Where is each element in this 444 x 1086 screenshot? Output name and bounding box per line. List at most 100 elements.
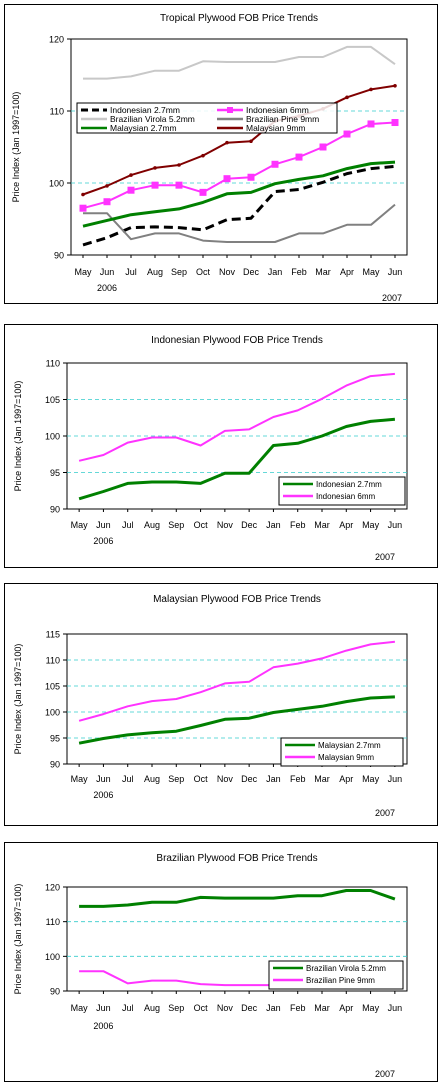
x-tick-label: Dec (243, 267, 260, 277)
x-tick-label: Jan (266, 520, 281, 530)
y-tick-label: 120 (45, 883, 60, 893)
x-tick-label: May (71, 774, 89, 784)
x-tick-label: Sep (168, 774, 184, 784)
year-label-start: 2006 (93, 790, 113, 800)
y-tick-label: 90 (50, 987, 60, 997)
y-tick-label: 110 (46, 917, 60, 927)
x-tick-label: Oct (194, 520, 209, 530)
legend-label: Brazilian Virola 5.2mm (306, 964, 386, 973)
x-tick-label: Dec (241, 520, 258, 530)
series-line-1 (82, 121, 396, 210)
year-label-start: 2006 (93, 536, 113, 546)
x-tick-label: Jun (388, 1003, 403, 1013)
data-point (105, 184, 109, 188)
x-tick-label: May (71, 1003, 89, 1013)
x-tick-label: Sep (168, 1003, 184, 1013)
x-tick-label: Nov (219, 267, 236, 277)
y-axis-label: Price Index (Jan 1997=100) (11, 92, 21, 203)
x-tick-label: May (362, 267, 380, 277)
x-tick-label: Jun (96, 520, 111, 530)
x-tick-label: Dec (241, 1003, 258, 1013)
y-tick-label: 90 (54, 251, 64, 261)
chart-title: Tropical Plywood FOB Price Trends (160, 13, 318, 24)
data-point (175, 181, 183, 189)
legend-label: Brazilian Virola 5.2mm (110, 114, 195, 124)
series-line-1 (78, 640, 396, 722)
x-tick-label: Jun (388, 267, 403, 277)
x-tick-label: Nov (217, 520, 234, 530)
x-tick-label: Jan (266, 1003, 281, 1013)
y-tick-label: 105 (45, 682, 60, 692)
brazilian-chart: Brazilian Plywood FOB Price Trends 90 100 1… (13, 853, 408, 1079)
chart-title: Malaysian Plywood FOB Price Trends (153, 594, 321, 605)
x-tick-label: Jul (122, 520, 134, 530)
y-tick-label: 100 (45, 952, 60, 962)
x-tick-label: Feb (290, 774, 306, 784)
legend-label: Indonesian 6mm (316, 492, 375, 501)
legend-label: Malaysian 9mm (246, 123, 306, 133)
y-tick-label: 100 (45, 432, 60, 442)
year-label-start: 2006 (97, 283, 117, 293)
x-tick-label: Aug (144, 1003, 160, 1013)
x-tick-label: May (74, 267, 92, 277)
legend-marker (227, 107, 233, 113)
series-line-4 (82, 160, 396, 228)
x-tick-label: Feb (290, 1003, 306, 1013)
data-point (391, 119, 399, 127)
legend-box (278, 476, 406, 506)
chart-legend: Brazilian Virola 5.2mm Brazilian Pine 9mm (268, 960, 404, 990)
x-tick-label: Jun (96, 774, 111, 784)
legend-label: Indonesian 2.7mm (110, 105, 180, 115)
x-tick-label: Oct (196, 267, 211, 277)
series-line-5 (82, 84, 396, 196)
x-tick-label: Apr (339, 774, 353, 784)
chart-title: Indonesian Plywood FOB Price Trends (151, 335, 323, 346)
data-point (345, 95, 349, 100)
y-tick-label: 105 (45, 395, 60, 405)
data-point (177, 163, 181, 167)
x-tick-label: Sep (168, 520, 184, 530)
x-tick-label: Mar (314, 774, 330, 784)
chart-legend: Indonesian 2.7mm Indonesian 6mm (278, 476, 406, 506)
chart-legend: Malaysian 2.7mm Malaysian 9mm (280, 737, 404, 767)
year-label-start: 2006 (93, 1021, 113, 1031)
y-tick-label: 115 (46, 630, 60, 640)
series-line-0 (82, 164, 396, 247)
data-point (271, 160, 279, 168)
data-point (199, 188, 207, 196)
data-point (247, 173, 255, 181)
data-point (103, 198, 111, 206)
data-point (153, 166, 157, 170)
chart-legend: Indonesian 2.7mm Indonesian 6mm Brazilian … (76, 102, 338, 134)
brazilian-chart-panel: Brazilian Plywood FOB Price Trends 90 100 1… (4, 842, 438, 1082)
x-tick-label: Jun (100, 267, 115, 277)
y-tick-label: 110 (46, 359, 60, 369)
legend-label: Brazilian Pine 9mm (306, 976, 375, 985)
series-line-1 (78, 372, 395, 462)
legend-box (268, 960, 404, 990)
x-tick-label: Aug (144, 520, 160, 530)
data-point (201, 153, 205, 158)
data-point (369, 87, 373, 92)
plot-area (70, 38, 408, 256)
data-point (223, 175, 231, 183)
x-tick-label: Mar (314, 1003, 330, 1013)
data-point (367, 120, 375, 128)
legend-label: Indonesian 2.7mm (316, 480, 382, 489)
year-label-end: 2007 (375, 552, 395, 562)
x-tick-label: Jul (125, 267, 137, 277)
y-tick-label: 95 (50, 468, 60, 478)
x-tick-label: Oct (194, 774, 209, 784)
tropical-chart: Tropical Plywood FOB Price Trends 90 100 11… (11, 13, 408, 303)
data-point (249, 139, 253, 144)
legend-box (76, 102, 338, 134)
x-tick-label: Apr (339, 520, 353, 530)
y-tick-label: 120 (49, 35, 64, 45)
y-tick-label: 95 (50, 734, 60, 744)
x-tick-label: Sep (171, 267, 187, 277)
x-tick-label: May (362, 1003, 380, 1013)
y-tick-label: 110 (50, 107, 64, 117)
legend-label: Indonesian 6mm (246, 105, 309, 115)
x-tick-label: Jan (268, 267, 283, 277)
legend-label: Malaysian 9mm (318, 753, 374, 762)
